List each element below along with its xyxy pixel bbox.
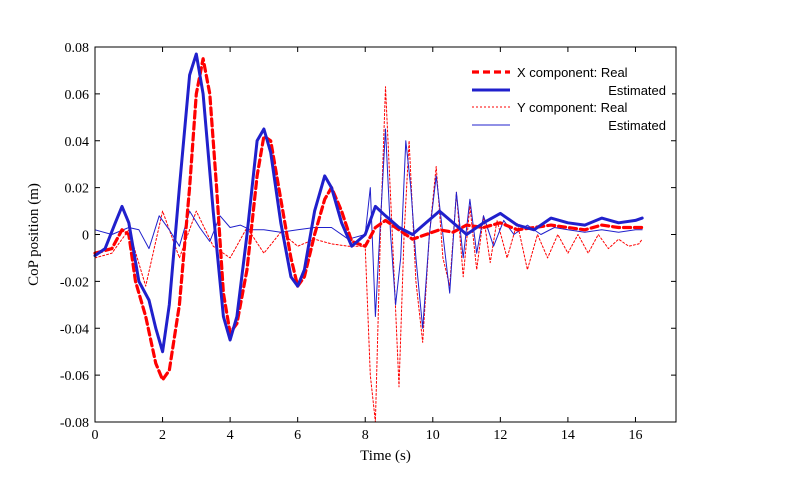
x-tick-label: 4: [227, 428, 234, 443]
ticks-layer: 0 2 4 6 8 10 12 14 16 -0.08 -0.06 -0.04 -0.02 0 0.02 0.…: [60, 41, 676, 443]
y-tick-label: -0.02: [60, 275, 89, 290]
x-tick-label: 0: [92, 428, 99, 443]
legend-label-y-estimated: Estimated: [608, 118, 666, 133]
legend-label-y-real: Y component: Real: [517, 100, 627, 115]
legend: X component: Real Estimated Y component:…: [467, 62, 672, 134]
y-tick-label: -0.06: [60, 369, 89, 384]
legend-box: [467, 62, 672, 134]
x-tick-label: 2: [159, 428, 166, 443]
series-line-2: [94, 86, 643, 423]
series-layer: [93, 52, 644, 423]
y-axis-title: CoP position (m): [26, 183, 42, 286]
x-tick-label: 16: [628, 428, 642, 443]
x-tick-label: 6: [294, 428, 301, 443]
x-tick-label: 8: [362, 428, 369, 443]
y-tick-label: 0.06: [65, 88, 90, 103]
x-tick-label: 14: [561, 428, 575, 443]
y-tick-label: 0.04: [65, 135, 90, 150]
y-tick-label: -0.08: [60, 416, 89, 431]
series-line-3: [94, 128, 643, 329]
series-line-1: [93, 52, 644, 354]
x-tick-label: 12: [493, 428, 507, 443]
x-axis-title: Time (s): [360, 448, 411, 464]
y-tick-label: -0.04: [60, 322, 89, 337]
legend-label-x-estimated: Estimated: [608, 83, 666, 98]
legend-label-x-real: X component: Real: [517, 65, 628, 80]
y-tick-label: 0.02: [65, 182, 90, 197]
y-tick-label: 0.08: [65, 41, 90, 56]
y-tick-label: 0: [82, 229, 89, 244]
x-tick-label: 10: [426, 428, 440, 443]
series-line-0: [93, 57, 644, 382]
